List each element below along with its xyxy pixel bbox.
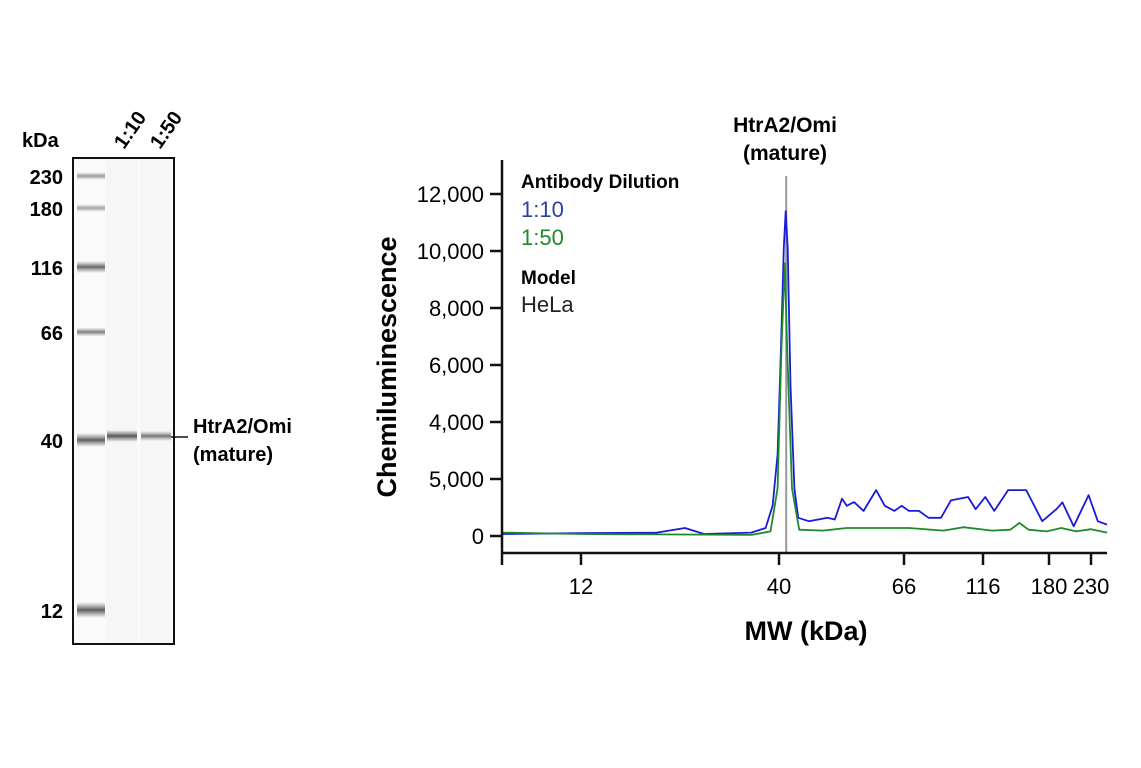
ladder-band-116 [77,261,105,273]
x-tick-label: 230 [1073,574,1110,599]
y-tick-label: 6,000 [429,353,484,378]
x-tick-label: 116 [965,574,1000,599]
legend-model-heading: Model [521,268,576,289]
x-tick-label: 40 [767,574,791,599]
marker-label-12: 12 [41,601,63,623]
legend-model-value: HeLa [521,292,574,317]
marker-label-66: 66 [41,323,63,345]
lane-2 [140,160,171,642]
ladder-band-40 [77,433,105,447]
series-line-1-10 [501,210,1108,535]
legend-entry-1-50: 1:50 [521,225,564,250]
y-tick-label: 4,000 [429,410,484,435]
sample-band-2 [141,431,171,441]
series-line-1-50 [501,262,1108,536]
marker-label-180: 180 [30,199,63,221]
ladder-band-230 [77,172,105,180]
band-label-line1: HtrA2/Omi [193,416,292,438]
ladder-band-12 [77,602,105,618]
x-tick-label: 180 [1031,574,1068,599]
kda-label: kDa [22,130,60,152]
ladder-band-66 [77,327,105,337]
peak-label-line1: HtrA2/Omi [733,114,837,137]
lane-label-2: 1:50 [146,107,187,152]
legend-entry-1-10: 1:10 [521,197,564,222]
chart-panel: HtrA2/Omi (mature) 0 5,000 4,000 6,000 8,000… [372,114,1109,646]
sample-band-1 [107,430,137,442]
y-tick-label: 12,000 [417,182,484,207]
marker-label-40: 40 [41,431,63,453]
x-tick-label: 66 [892,574,916,599]
y-tick-label: 10,000 [417,239,484,264]
x-axis-label: MW (kDa) [745,616,868,646]
y-tick-label: 8,000 [429,296,484,321]
band-label-line2: (mature) [193,444,273,466]
marker-label-230: 230 [30,167,63,189]
lane-label-1: 1:10 [110,107,151,152]
ladder-lane [77,172,105,618]
marker-label-116: 116 [31,258,63,280]
ladder-band-180 [77,204,105,212]
legend-heading: Antibody Dilution [521,172,679,193]
x-tick-label: 12 [569,574,593,599]
y-tick-label: 5,000 [429,467,484,492]
y-axis-label: Chemiluminescence [372,236,402,497]
lane-1 [106,160,137,642]
peak-label-line2: (mature) [743,142,827,165]
legend: Antibody Dilution 1:10 1:50 Model HeLa [521,172,679,317]
y-tick-label: 0 [472,524,484,549]
